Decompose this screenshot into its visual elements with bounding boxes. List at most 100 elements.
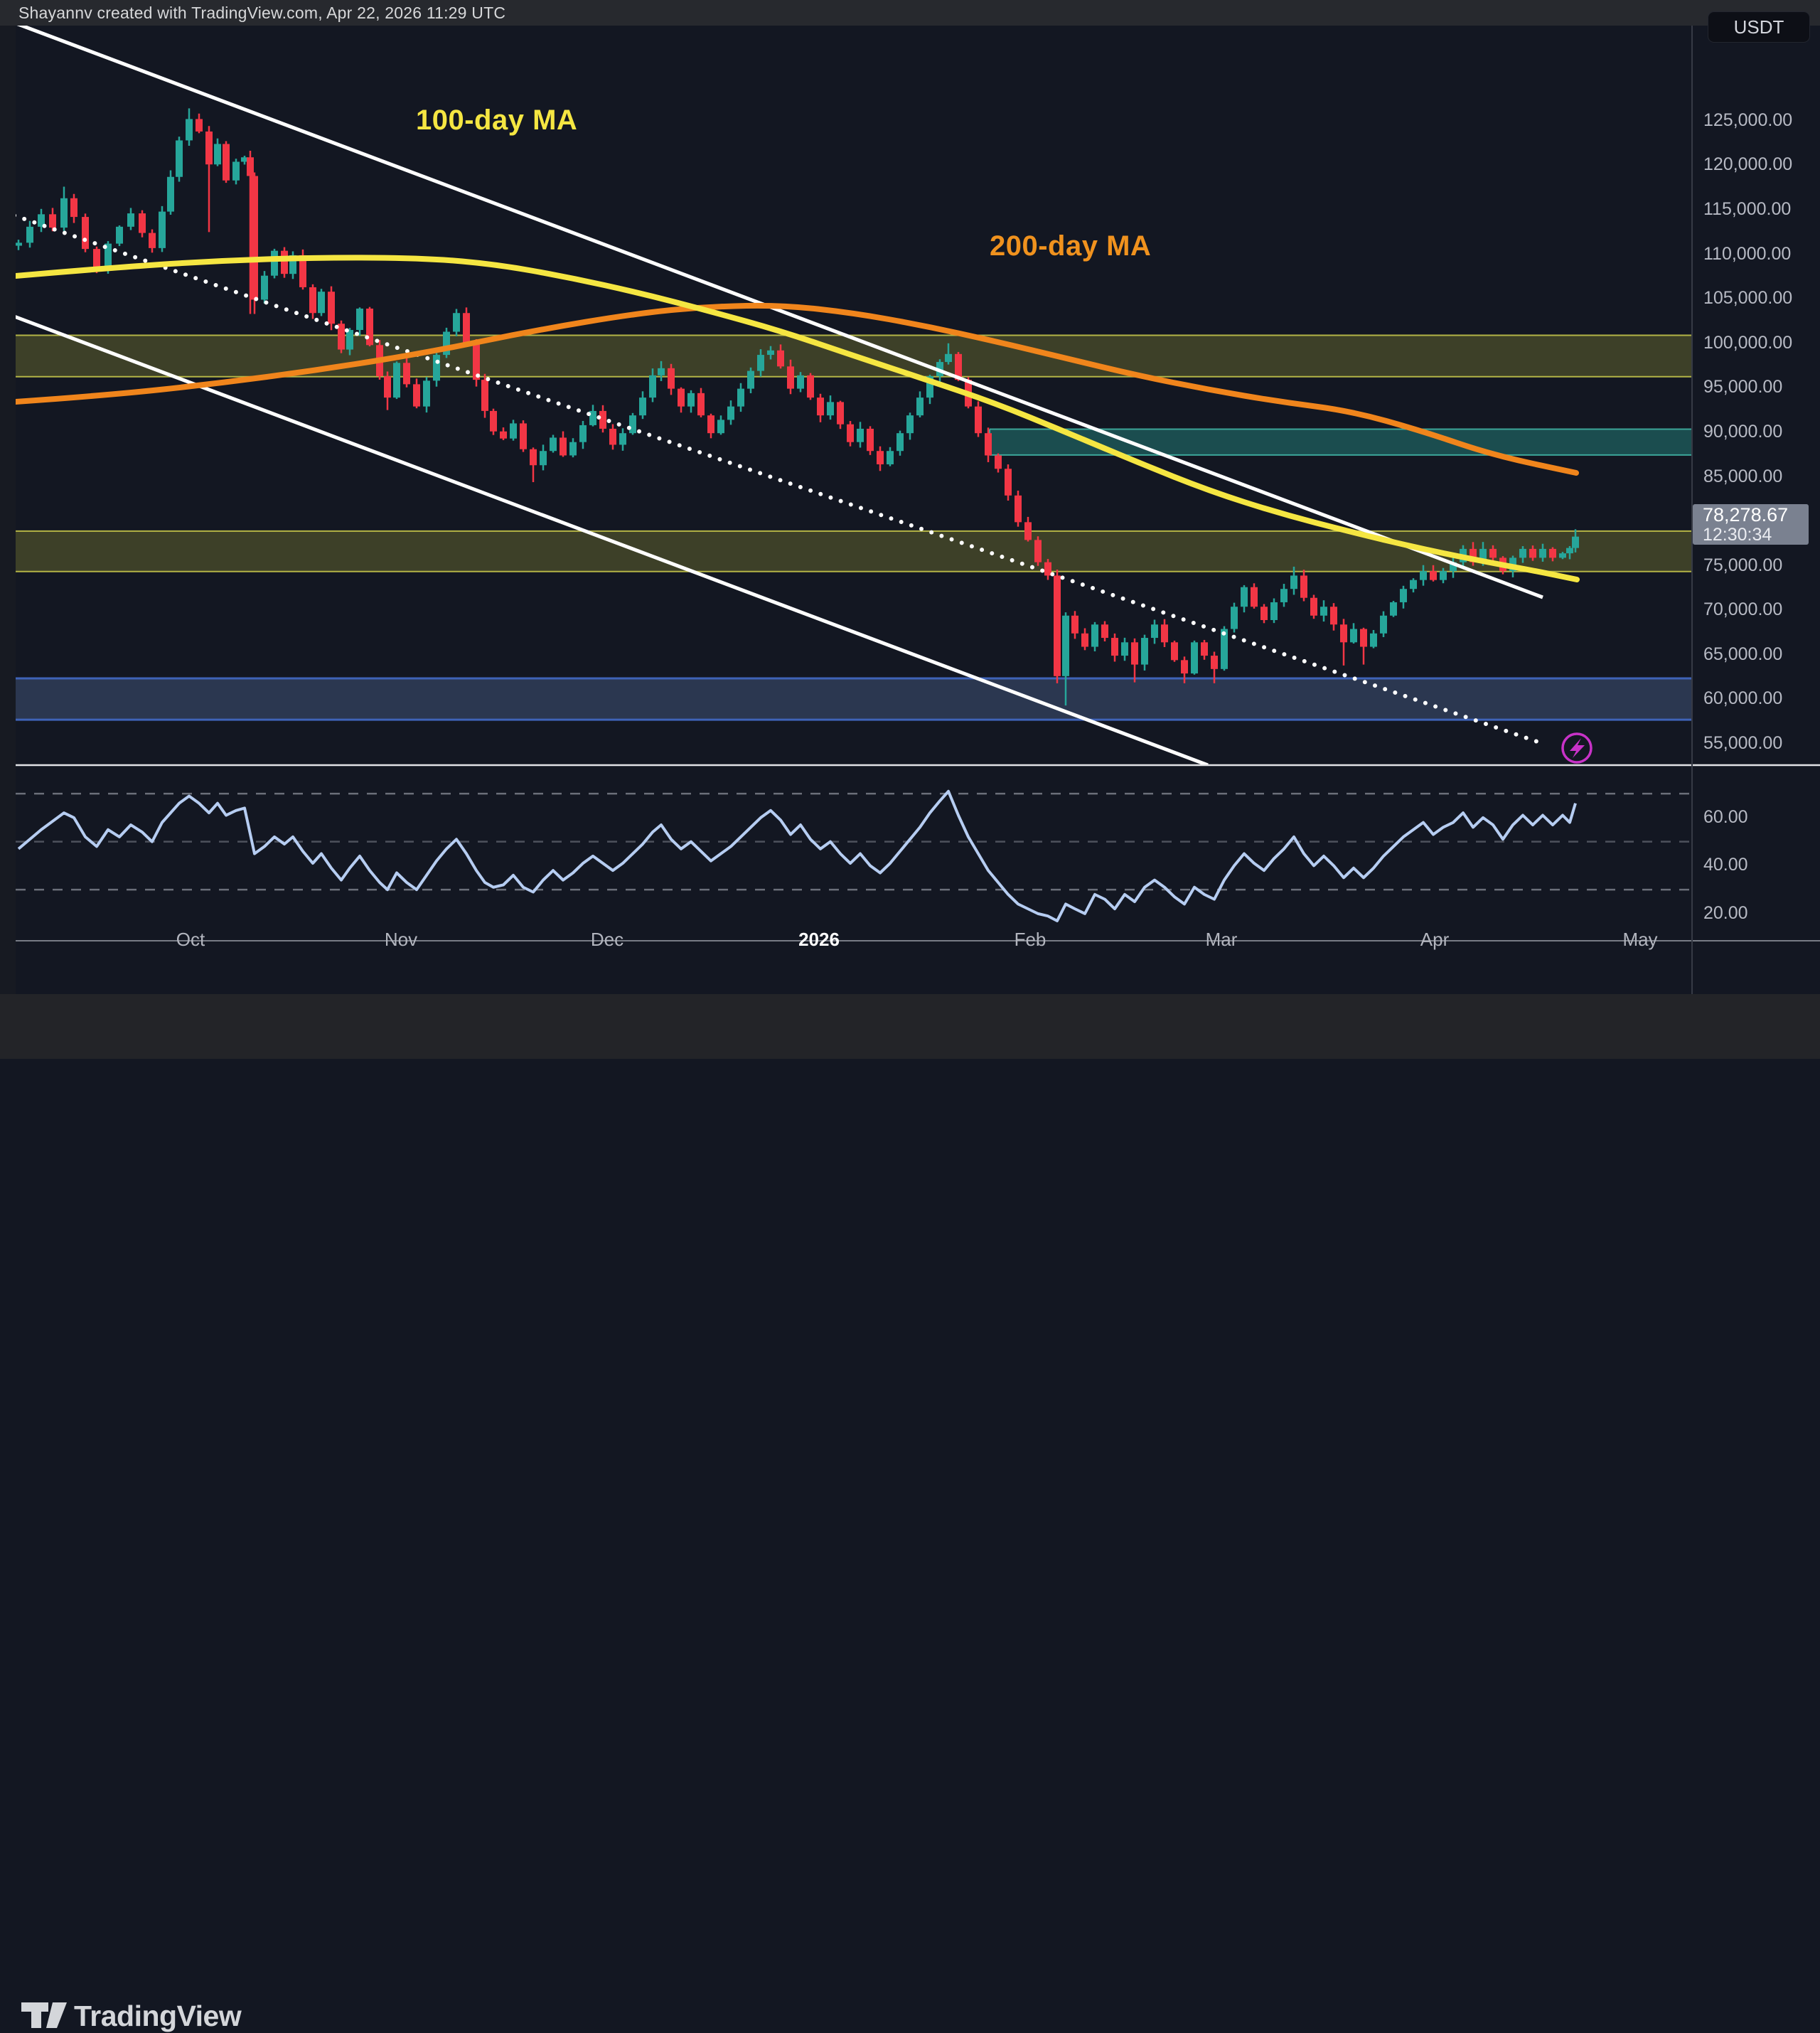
quote-currency-chip[interactable]: USDT (1708, 11, 1810, 43)
chart-area[interactable] (0, 26, 1820, 994)
candle-down (985, 433, 992, 456)
price-tick-65000: 65,000.00 (1703, 644, 1783, 664)
tradingview-logo-icon[interactable] (21, 2001, 71, 2032)
candle-up (176, 140, 183, 177)
candle-up (827, 402, 834, 416)
candle-down (205, 131, 213, 165)
candle-down (490, 410, 497, 432)
candle-up (1091, 624, 1098, 647)
candle-up (540, 451, 547, 466)
candle-up (510, 423, 517, 439)
candle-up (38, 214, 45, 227)
candle-up (1440, 571, 1447, 580)
candle-down (1489, 548, 1497, 558)
ma100-line (16, 255, 1580, 582)
bar-countdown: 12:30:34 (1703, 525, 1772, 545)
tradingview-brand-text[interactable]: TradingView (74, 2000, 242, 2032)
candle-down (247, 157, 254, 176)
lightning-circle-icon (1561, 732, 1592, 764)
candle-up (289, 255, 296, 274)
candle-up (619, 433, 626, 445)
ma200-label: 200-day MA (990, 230, 1152, 262)
candle-up (1270, 602, 1278, 621)
candle-down (1430, 571, 1437, 580)
price-tick-115000: 115,000.00 (1703, 199, 1792, 220)
header-bar: Shayannv created with TradingView.com, A… (0, 0, 1820, 26)
price-tick-70000: 70,000.00 (1703, 599, 1783, 620)
candle-down (1300, 575, 1307, 598)
candle-down (1131, 642, 1138, 665)
candle-down (481, 380, 488, 411)
chart-canvas[interactable] (0, 0, 1820, 1059)
candle-up (896, 433, 904, 452)
candle-down (1549, 548, 1556, 558)
attribution-text: Shayannv created with TradingView.com, A… (18, 4, 506, 22)
candle-up (727, 406, 734, 420)
candle-up (797, 375, 804, 389)
candle-up (26, 226, 33, 243)
last-price-badge: 78,278.67 12:30:34 (1693, 504, 1809, 545)
candle-down (1161, 624, 1168, 643)
lightning-bolt-icon (1570, 738, 1585, 758)
candle-down (309, 287, 316, 314)
candle-down (1005, 469, 1012, 496)
candle-up (1062, 615, 1069, 676)
candle-down (1251, 587, 1258, 607)
price-tick-100000: 100,000.00 (1703, 332, 1793, 353)
candle-down (1201, 642, 1208, 656)
candle-up (717, 420, 724, 434)
candle-up (629, 415, 636, 434)
candle-down (837, 402, 844, 425)
candle-down (697, 393, 705, 416)
candle-up (658, 368, 665, 375)
candle-up (16, 242, 22, 246)
candle-up (1221, 629, 1228, 669)
candle-down (520, 423, 527, 449)
price-tick-55000: 55,000.00 (1703, 732, 1783, 753)
candle-up (1380, 615, 1387, 634)
candle-up (1450, 562, 1457, 572)
candle-up (271, 250, 278, 276)
candle-up (1559, 553, 1566, 558)
candle-up (232, 161, 240, 181)
rsi-tick-40: 40.00 (1703, 855, 1748, 875)
candle-up (639, 397, 646, 416)
candle-up (945, 353, 952, 363)
candle-down (1171, 642, 1178, 661)
rsi-pane (16, 789, 1692, 922)
price-tick-125000: 125,000.00 (1703, 110, 1793, 130)
candle-down (1034, 540, 1042, 562)
candle-up (589, 410, 596, 425)
candle-down (403, 363, 410, 385)
candle-down (49, 214, 56, 228)
time-tick-2026: 2026 (798, 929, 840, 950)
candle-up (1350, 629, 1357, 643)
channel-lower-line (16, 315, 1209, 765)
footer-bar: TradingView (0, 994, 1820, 2032)
candle-up (767, 350, 774, 356)
candle-up (1241, 587, 1248, 607)
candle-down (609, 428, 616, 445)
candle-down (1340, 624, 1347, 643)
last-price-value: 78,278.67 (1703, 504, 1789, 525)
current-zone-olive-lower (16, 530, 1692, 572)
candle-down (1024, 522, 1032, 540)
price-tick-60000: 60,000.00 (1703, 688, 1783, 709)
candle-up (1390, 602, 1397, 616)
candle-up (214, 144, 221, 165)
candle-up (346, 330, 353, 350)
candle-down (1044, 562, 1051, 576)
candle-down (149, 233, 156, 248)
candle-down (500, 431, 507, 439)
price-tick-105000: 105,000.00 (1703, 288, 1793, 309)
candle-up (579, 425, 587, 442)
rsi-line (17, 789, 1577, 922)
candle-up (393, 363, 400, 398)
candle-up (167, 176, 174, 212)
candle-up (1519, 548, 1526, 558)
candle-up (857, 428, 864, 442)
candle-down (328, 292, 335, 324)
candle-up (241, 157, 248, 162)
candle-down (1211, 656, 1218, 669)
